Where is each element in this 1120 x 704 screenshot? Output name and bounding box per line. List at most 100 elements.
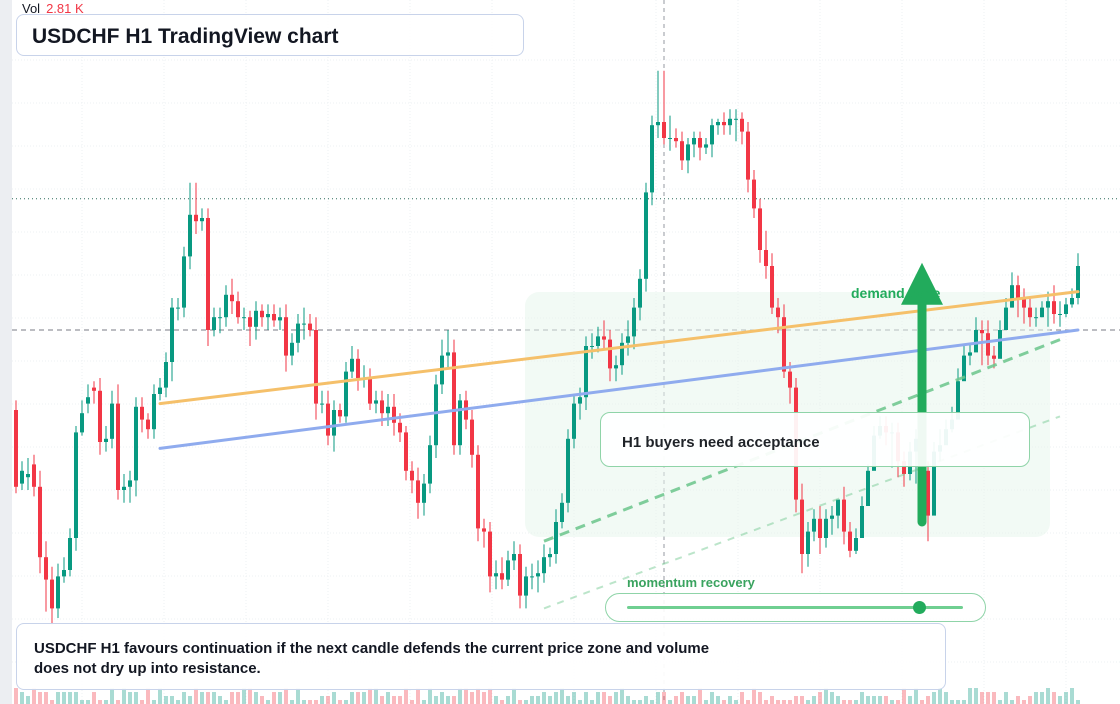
candle-up [638,278,642,308]
volume-bar [626,696,630,704]
left-scale-strip [0,0,12,704]
volume-bar [956,700,960,704]
candle-up [836,499,840,516]
candle-up [728,118,732,126]
candle-up [374,400,378,404]
candle-down [842,499,846,532]
demand-zone-label: demand zone [851,285,941,301]
volume-bar [938,688,942,704]
candle-down [662,122,666,138]
volume-bar [926,696,930,704]
candle-up [296,323,300,343]
candle-down [338,410,342,417]
volume-bar [650,700,654,704]
volume-bar [548,696,552,704]
volume-bar [398,696,402,704]
volume-bar [194,688,198,704]
candle-up [1040,307,1044,318]
candle-up [860,506,864,538]
candle-up [494,573,498,577]
momentum-gauge [605,593,986,622]
candle-up [1004,307,1008,330]
candle-down [782,317,786,372]
volume-bar [386,692,390,704]
candle-down [272,314,276,321]
volume-bar [524,700,528,704]
volume-bar [446,696,450,704]
candle-up [350,358,354,372]
candle-down [980,330,984,334]
candle-down [926,470,930,516]
volume-bar [860,692,864,704]
volume-bar [206,692,210,704]
volume-bar [308,700,312,704]
candle-up [968,352,972,356]
volume-bar [470,692,474,704]
volume-bar [716,696,720,704]
candle-up [134,406,138,481]
momentum-label: momentum recovery [627,575,755,590]
volume-bar [266,700,270,704]
volume-bar [410,700,414,704]
candle-down [518,554,522,596]
volume-bar [326,696,330,704]
candle-down [452,352,456,446]
volume-bar [818,692,822,704]
volume-bar [104,700,108,704]
volume-bar [758,692,762,704]
volume-bar [902,688,906,704]
volume-bar [614,692,618,704]
candle-up [290,342,294,356]
candle-up [278,317,282,321]
volume-bar [92,692,96,704]
callout-text: H1 buyers need acceptance [622,434,820,451]
volume-value: 2.81 K [46,1,84,16]
volume-bar [752,688,756,704]
volume-bar [158,688,162,704]
volume-bar [320,696,324,704]
volume-bar [218,696,222,704]
volume-bar [1058,696,1062,704]
candle-up [974,330,978,353]
momentum-knob [912,601,926,614]
candle-up [20,470,24,484]
candle-down [1022,298,1026,308]
volume-bar [728,696,732,704]
candle-up [422,483,426,503]
candle-up [158,387,162,394]
volume-bar [554,692,558,704]
volume-bar [260,696,264,704]
volume-bar [368,688,372,704]
volume-bar [236,692,240,704]
candle-up [56,576,60,609]
candle-down [476,454,480,529]
volume-bar [338,700,342,704]
candle-up [530,576,534,578]
candle-up [578,397,582,404]
volume-bar [110,688,114,704]
momentum-track [627,606,963,609]
volume-bar [968,688,972,704]
volume-bar [344,700,348,704]
volume-bar [572,692,576,704]
volume-bar [986,692,990,704]
volume-bar [176,700,180,704]
candle-down [746,131,750,180]
callout-box: H1 buyers need acceptance [600,412,1030,467]
candle-up [572,403,576,439]
candle-up [668,138,672,139]
volume-bar [128,692,132,704]
volume-bar [494,696,498,704]
candle-down [800,499,804,554]
volume-bar [434,696,438,704]
volume-bar [80,700,84,704]
volume-bar [920,700,924,704]
candle-up [710,125,714,145]
volume-bar [788,700,792,704]
candle-up [128,480,132,487]
volume-bar [1076,700,1080,704]
volume-bar [782,700,786,704]
volume-bar [290,700,294,704]
volume-bar [152,700,156,704]
candle-up [176,307,180,309]
